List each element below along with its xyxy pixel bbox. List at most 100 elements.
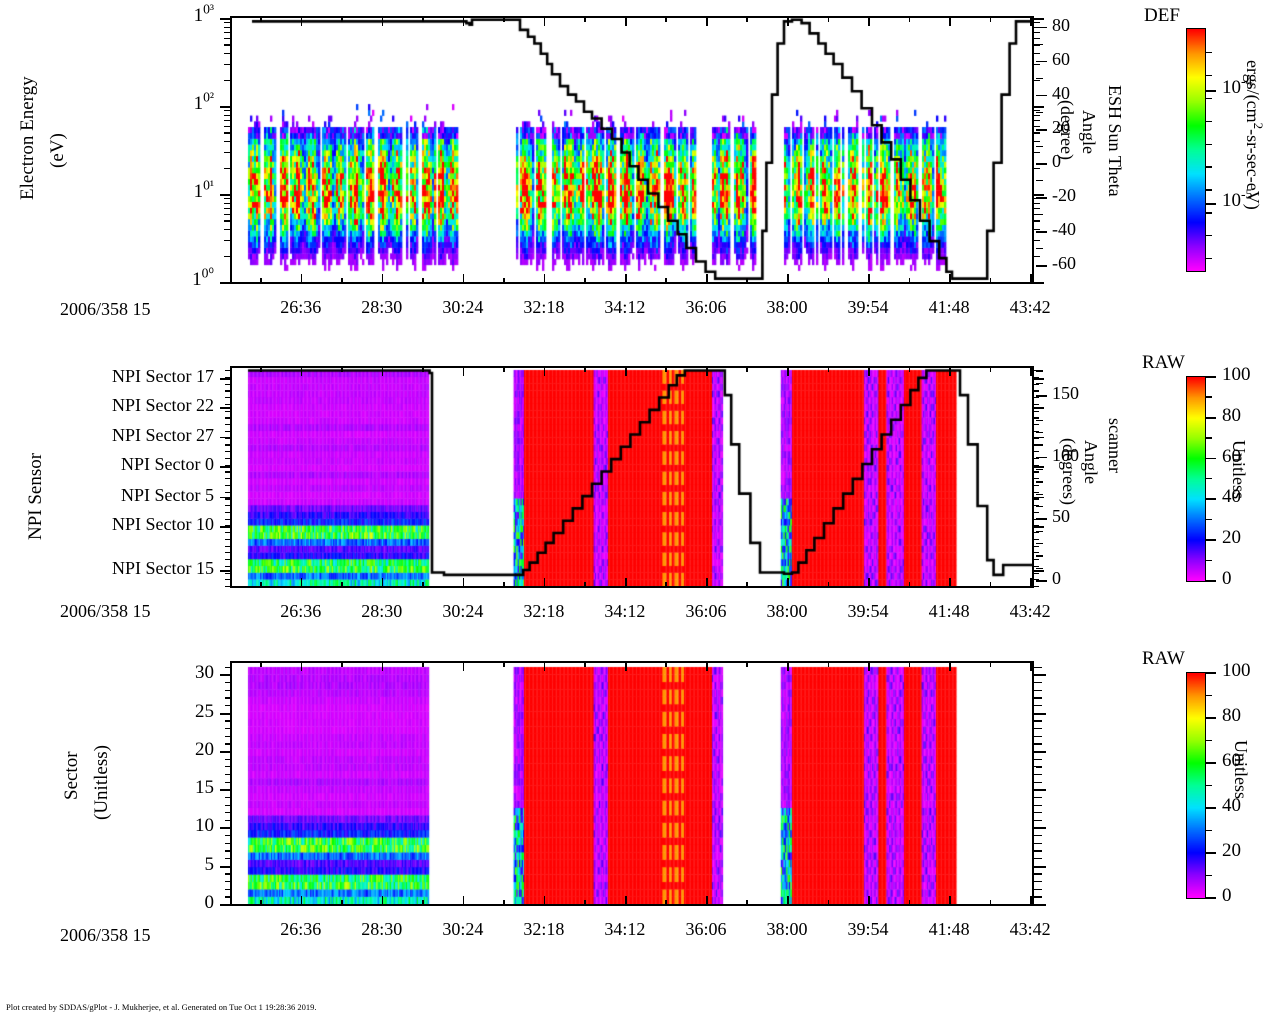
axis-tick	[1030, 896, 1032, 906]
axis-tick	[1034, 240, 1040, 242]
axis-tick	[1034, 532, 1039, 534]
axis-tick	[503, 582, 505, 588]
axis-tick	[224, 132, 230, 134]
axis-tick	[1205, 203, 1216, 206]
axis-tick	[1205, 437, 1212, 439]
axis-tick	[225, 390, 230, 392]
axis-tick	[1034, 538, 1039, 540]
axis-tick	[220, 827, 230, 830]
axis-tick	[1036, 26, 1047, 29]
axis-tick	[908, 661, 910, 667]
axis-tick	[624, 578, 627, 588]
axis-tick-label: 10¹	[193, 177, 214, 202]
axis-tick	[1205, 52, 1212, 54]
axis-tick	[462, 16, 465, 26]
axis-tick	[1034, 496, 1044, 499]
axis-tick	[1036, 819, 1042, 822]
axis-tick	[1034, 22, 1040, 24]
panel1-colorbar	[1186, 28, 1206, 272]
axis-tick	[1034, 64, 1040, 66]
axis-tick	[1036, 743, 1042, 745]
axis-tick	[746, 278, 748, 284]
axis-tick-label: 30:24	[442, 601, 484, 621]
axis-tick-label: 80	[1222, 404, 1241, 426]
axis-tick	[1036, 60, 1047, 63]
axis-tick	[224, 141, 230, 143]
axis-tick	[705, 896, 708, 906]
axis-tick	[224, 240, 230, 242]
axis-tick	[225, 383, 230, 385]
axis-tick	[225, 881, 230, 883]
axis-tick	[827, 661, 829, 667]
axis-tick	[1030, 16, 1032, 26]
axis-tick-label: 0	[1052, 150, 1061, 171]
axis-tick	[300, 274, 303, 284]
axis-tick	[260, 366, 262, 372]
axis-tick	[746, 16, 748, 22]
axis-tick-label: 10-5	[1222, 187, 1253, 212]
axis-tick	[1034, 484, 1039, 487]
axis-tick	[949, 274, 951, 284]
axis-tick	[1034, 255, 1040, 257]
axis-tick	[1030, 661, 1032, 671]
axis-tick	[1036, 682, 1042, 684]
axis-tick	[220, 674, 230, 677]
axis-tick	[1034, 559, 1039, 561]
axis-tick	[1034, 377, 1044, 380]
axis-tick	[422, 366, 424, 372]
axis-tick	[868, 661, 870, 671]
axis-tick	[1205, 212, 1212, 214]
axis-tick	[1036, 264, 1047, 267]
axis-tick	[1034, 466, 1044, 468]
axis-tick	[1034, 397, 1039, 399]
axis-tick	[1205, 672, 1216, 674]
axis-tick	[949, 661, 951, 671]
axis-tick	[381, 896, 384, 906]
axis-tick-label: 10-4	[1222, 73, 1253, 98]
axis-tick	[1036, 804, 1042, 806]
axis-tick	[705, 274, 708, 284]
axis-tick	[1205, 457, 1216, 460]
axis-tick	[1036, 750, 1046, 753]
axis-tick	[224, 220, 230, 222]
axis-tick	[1036, 162, 1047, 165]
axis-tick	[300, 661, 303, 671]
axis-tick	[225, 804, 230, 806]
axis-tick-label: NPI Sector 15	[112, 558, 214, 579]
axis-tick	[989, 582, 991, 588]
axis-tick	[1034, 511, 1039, 513]
axis-tick	[1036, 850, 1042, 852]
axis-tick	[665, 582, 667, 588]
axis-tick	[624, 661, 627, 671]
axis-tick	[225, 888, 230, 890]
axis-tick-label: 100	[1052, 444, 1079, 465]
axis-tick	[1205, 539, 1216, 541]
axis-tick	[225, 766, 230, 768]
axis-tick	[422, 900, 424, 906]
axis-tick	[225, 491, 230, 493]
axis-tick	[584, 278, 586, 284]
axis-tick-label: 36:06	[685, 919, 727, 939]
axis-tick	[1034, 498, 1039, 500]
axis-tick	[746, 582, 748, 588]
axis-tick	[1034, 424, 1039, 426]
axis-tick	[908, 582, 910, 588]
axis-tick-label: 20	[1222, 527, 1241, 549]
axis-tick	[1034, 132, 1040, 134]
axis-tick	[225, 478, 230, 480]
axis-tick	[225, 812, 230, 814]
axis-tick	[225, 403, 230, 406]
axis-tick	[1034, 141, 1040, 143]
axis-tick-label: 40	[1222, 795, 1241, 816]
panel2-y-axis-title: NPI Sensor	[25, 452, 46, 540]
axis-tick	[584, 16, 586, 22]
axis-tick	[584, 366, 586, 372]
panel2-colorbar-title: RAW	[1142, 352, 1185, 373]
axis-tick-label: -40	[1052, 218, 1076, 239]
axis-tick	[1034, 437, 1039, 439]
axis-tick	[381, 578, 384, 588]
axis-tick	[224, 44, 230, 46]
axis-tick	[225, 498, 230, 500]
axis-tick	[1036, 705, 1042, 707]
axis-tick	[1034, 570, 1044, 573]
